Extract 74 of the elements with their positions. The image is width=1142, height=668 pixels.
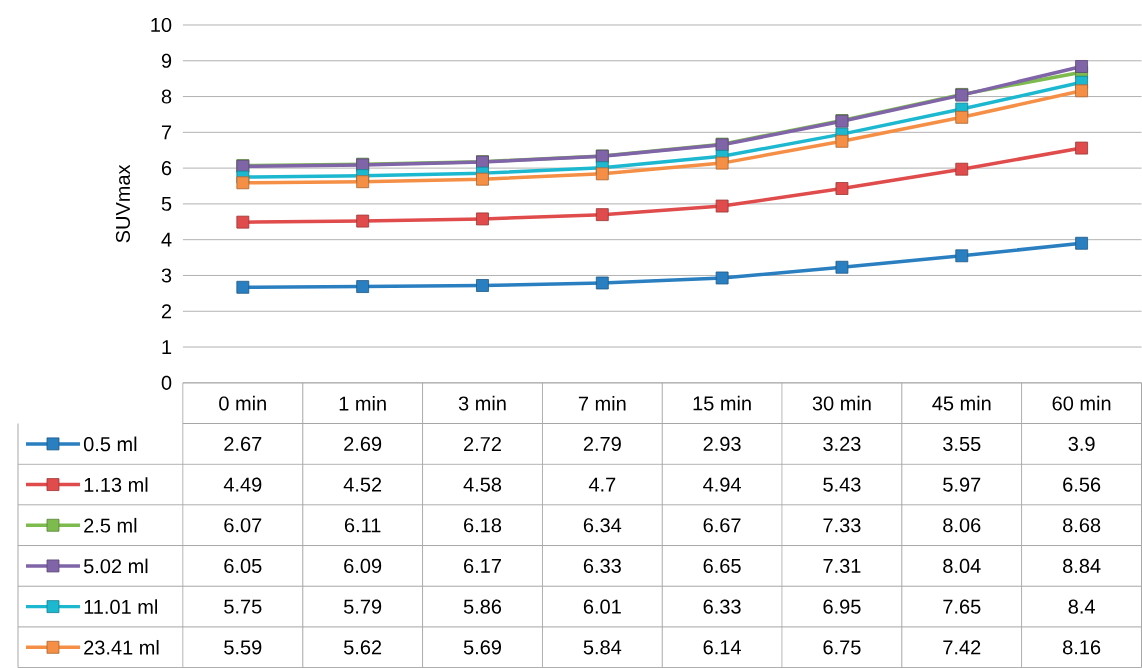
data-label: 5.97: [943, 477, 981, 492]
data-label: 3.55: [943, 436, 981, 451]
data-label: 6.18: [464, 518, 502, 533]
data-label: 6.33: [583, 558, 621, 573]
data-label: 4.52: [343, 477, 382, 492]
data-label: 7.65: [943, 599, 981, 614]
data-label: 8.04: [943, 558, 981, 573]
x-tick-label: 60 min: [1052, 395, 1111, 411]
legend-label: 23.41 ml: [84, 639, 159, 655]
y-tick-label: 9: [161, 53, 172, 68]
legend-label: 1.13 ml: [84, 477, 148, 492]
data-label: 5.79: [343, 599, 382, 614]
data-label: 6.11: [344, 518, 381, 533]
data-label: 5.43: [823, 477, 861, 492]
y-tick-label: 3: [161, 268, 172, 283]
y-tick-label: 0: [161, 375, 172, 390]
legend-label: 2.5 ml: [84, 517, 137, 533]
x-tick-label: 15 min: [693, 395, 751, 411]
data-label: 8.68: [1063, 518, 1101, 533]
data-label: 2.69: [344, 436, 382, 451]
y-axis-title: SUVmax: [115, 164, 131, 243]
data-label: 2.93: [703, 436, 741, 451]
x-tick-label: 7 min: [578, 395, 626, 411]
data-label: 5.84: [583, 640, 622, 655]
data-label: 6.34: [583, 518, 622, 533]
data-label: 8.4: [1068, 599, 1095, 614]
data-label: 8.16: [1063, 640, 1101, 655]
y-tick-label: 7: [161, 125, 172, 140]
data-label: 6.09: [344, 558, 382, 573]
y-tick-label: 6: [161, 161, 172, 176]
y-tick-label: 4: [161, 232, 172, 247]
data-label: 8.06: [943, 518, 981, 533]
data-label: 6.14: [703, 640, 741, 655]
data-label: 7.33: [823, 518, 861, 533]
y-tick-label: 8: [161, 89, 172, 104]
data-label: 6.67: [703, 518, 741, 533]
y-tick-label: 1: [162, 340, 172, 354]
y-tick-label: 10: [151, 17, 172, 32]
data-label: 4.49: [223, 477, 262, 492]
data-label: 3.9: [1068, 436, 1095, 451]
data-label: 4.94: [703, 477, 741, 492]
data-label: 5.62: [343, 640, 382, 655]
data-label: 6.01: [583, 599, 621, 614]
data-label: 3.23: [823, 436, 861, 451]
data-label: 5.59: [224, 640, 262, 655]
data-label: 6.17: [464, 558, 501, 573]
data-label: 6.33: [703, 599, 741, 614]
data-label: 5.69: [463, 640, 501, 655]
legend-label: 11.01 ml: [84, 599, 157, 614]
data-label: 2.72: [464, 436, 501, 451]
y-tick-label: 2: [161, 304, 172, 319]
data-label: 7.42: [943, 640, 981, 655]
data-label: 5.86: [463, 599, 502, 614]
legend-label: 0.5 ml: [83, 436, 137, 452]
data-label: 6.05: [224, 558, 262, 573]
x-tick-label: 3 min: [458, 395, 506, 411]
data-label: 6.07: [224, 518, 262, 533]
data-label: 4.7: [588, 477, 616, 492]
data-label: 8.84: [1063, 558, 1101, 573]
x-tick-label: 45 min: [932, 395, 991, 411]
x-tick-label: 0 min: [219, 395, 266, 411]
data-label: 6.56: [1063, 477, 1101, 492]
data-label: 6.65: [703, 558, 741, 573]
legend-label: 5.02 ml: [83, 558, 148, 574]
y-tick-label: 5: [161, 196, 172, 211]
data-label: 6.75: [823, 640, 861, 655]
data-label: 7.31: [823, 558, 861, 573]
data-label: 5.75: [224, 599, 262, 614]
data-label: 2.67: [224, 436, 262, 451]
data-label: 4.58: [463, 477, 502, 492]
x-tick-label: 1 min: [339, 395, 386, 411]
data-label: 2.79: [583, 436, 621, 451]
data-label: 6.95: [823, 599, 861, 614]
x-tick-label: 30 min: [812, 395, 871, 411]
